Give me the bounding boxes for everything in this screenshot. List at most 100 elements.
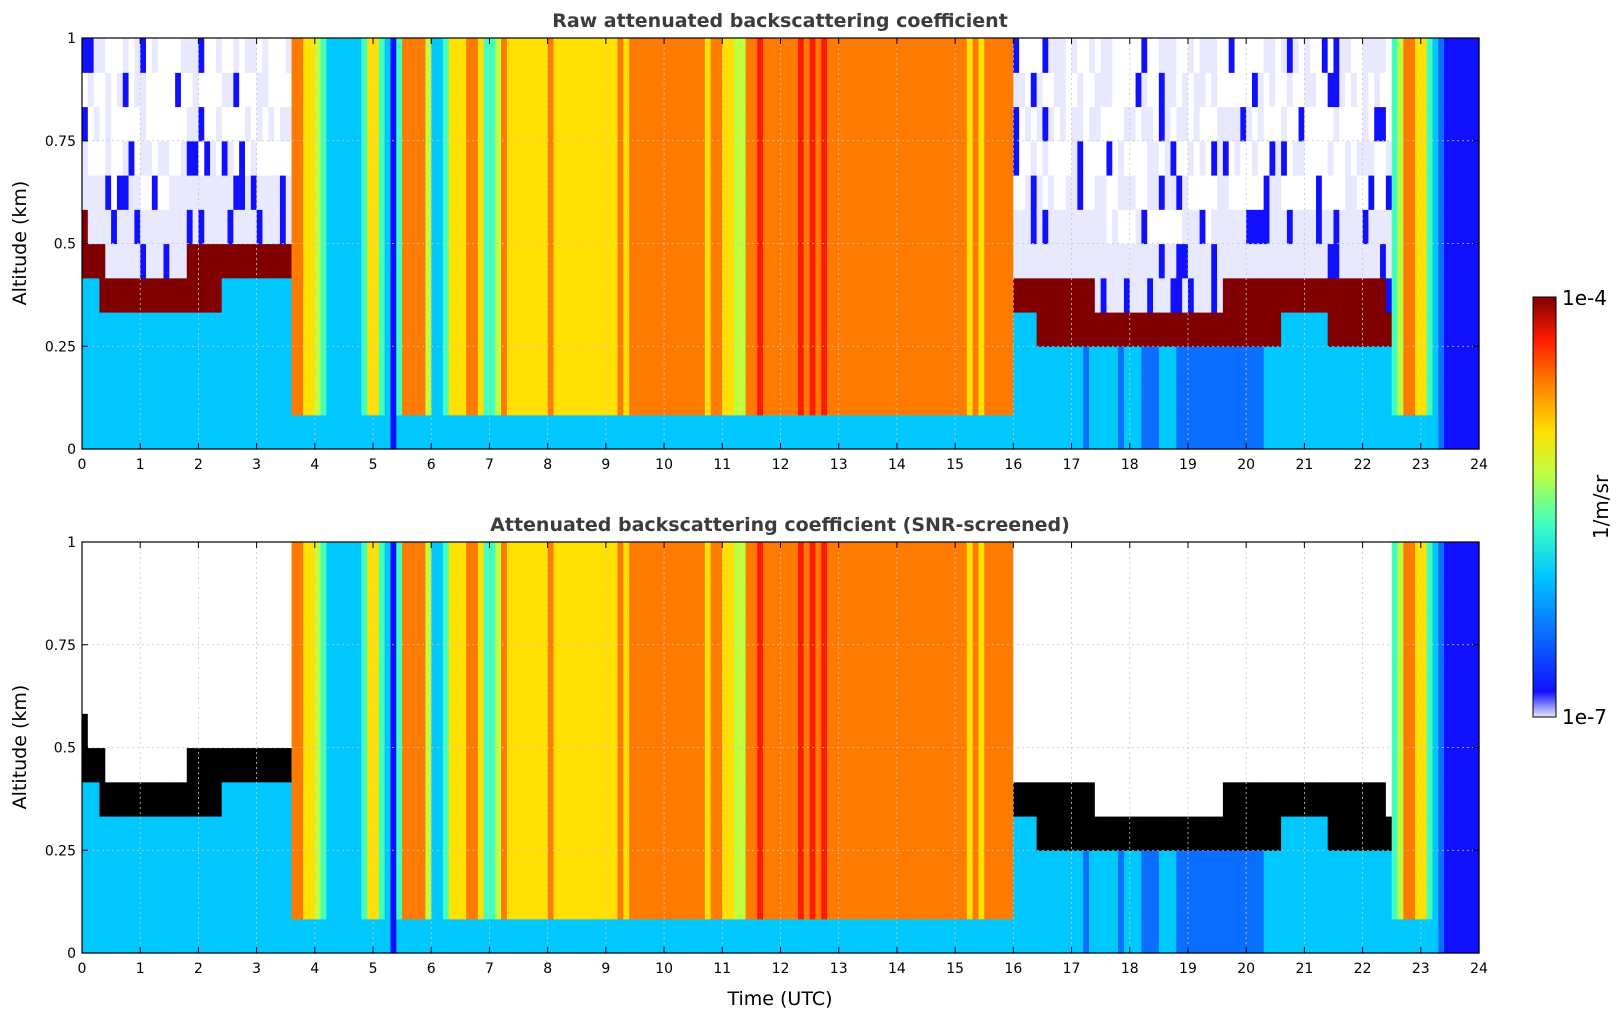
heatmap-cell — [1042, 312, 1049, 347]
heatmap-cell — [780, 38, 787, 73]
heatmap-cell — [1310, 312, 1317, 347]
heatmap-cell — [343, 106, 351, 142]
heatmap-cell — [664, 679, 671, 714]
heatmap-cell — [530, 610, 537, 646]
heatmap-cell — [303, 72, 310, 108]
heatmap-cell — [192, 38, 200, 73]
heatmap-cell — [116, 106, 124, 142]
heatmap-cell — [1269, 243, 1276, 279]
heatmap-cell — [274, 209, 281, 245]
heatmap-cell — [733, 312, 741, 347]
heatmap-cell — [1380, 209, 1387, 245]
heatmap-cell — [844, 380, 851, 416]
heatmap-cell — [1234, 209, 1241, 245]
heatmap-cell — [966, 38, 974, 73]
heatmap-cell — [1374, 38, 1381, 73]
heatmap-cell — [466, 209, 473, 245]
heatmap-cell — [489, 542, 496, 577]
heatmap-cell — [291, 380, 298, 416]
heatmap-cell — [559, 209, 566, 245]
heatmap-cell — [1420, 175, 1428, 210]
heatmap-cell — [693, 346, 700, 382]
heatmap-cell — [1013, 850, 1020, 886]
heatmap-cell — [524, 713, 531, 749]
heatmap-cell — [291, 175, 298, 210]
heatmap-cell — [652, 106, 659, 142]
heatmap-cell — [442, 312, 450, 347]
heatmap-cell — [1187, 380, 1195, 416]
heatmap-cell — [955, 277, 962, 313]
heatmap-cell — [442, 140, 450, 176]
heatmap-cell — [1205, 346, 1212, 382]
heatmap-cell — [466, 781, 473, 817]
heatmap-cell — [861, 542, 869, 577]
heatmap-cell — [611, 747, 619, 783]
heatmap-cell — [1385, 72, 1393, 108]
heatmap-cell — [122, 106, 130, 142]
heatmap-cell — [221, 380, 229, 416]
heatmap-cell — [413, 277, 421, 313]
heatmap-cell — [553, 850, 560, 886]
heatmap-cell — [1316, 243, 1323, 279]
heatmap-cell — [1158, 106, 1166, 142]
heatmap-cell — [1228, 140, 1236, 176]
heatmap-cell — [984, 781, 991, 817]
heatmap-cell — [338, 576, 345, 612]
heatmap-cell — [861, 38, 869, 73]
heatmap-cell — [274, 277, 281, 313]
heatmap-cell — [268, 781, 275, 817]
heatmap-cell — [617, 312, 624, 347]
heatmap-cell — [1257, 346, 1265, 382]
heatmap-cell — [285, 713, 293, 749]
heatmap-cell — [93, 140, 101, 176]
heatmap-cell — [215, 781, 223, 817]
heatmap-cell — [1065, 414, 1073, 450]
heatmap-cell — [867, 713, 875, 749]
heatmap-cell — [757, 816, 764, 851]
heatmap-cell — [180, 542, 188, 577]
heatmap-cell — [134, 72, 141, 108]
heatmap-cell — [495, 542, 502, 577]
heatmap-cell — [629, 346, 636, 382]
heatmap-cell — [757, 312, 764, 347]
x-tick-label: 14 — [888, 457, 906, 473]
heatmap-cell — [553, 106, 560, 142]
heatmap-cell — [565, 106, 572, 142]
heatmap-cell — [1007, 610, 1014, 646]
heatmap-cell — [279, 644, 287, 680]
heatmap-cell — [978, 713, 985, 749]
heatmap-cell — [623, 72, 630, 108]
heatmap-cell — [186, 38, 194, 73]
heatmap-cell — [687, 850, 694, 886]
heatmap-cell — [617, 175, 624, 210]
heatmap-cell — [1100, 209, 1108, 245]
heatmap-cell — [1286, 312, 1294, 347]
heatmap-cell — [547, 713, 555, 749]
heatmap-cell — [239, 816, 246, 851]
heatmap-cell — [763, 713, 770, 749]
heatmap-cell — [1240, 72, 1247, 108]
heatmap-cell — [570, 679, 578, 714]
heatmap-cell — [1345, 72, 1352, 108]
heatmap-cell — [512, 106, 520, 142]
heatmap-cell — [274, 918, 281, 954]
heatmap-cell — [489, 380, 496, 416]
heatmap-cell — [1100, 38, 1108, 73]
heatmap-cell — [122, 175, 130, 210]
heatmap-cell — [827, 72, 834, 108]
heatmap-cell — [1222, 209, 1230, 245]
heatmap-cell — [1397, 72, 1404, 108]
heatmap-cell — [640, 106, 648, 142]
heatmap-cell — [669, 781, 677, 817]
heatmap-cell — [687, 713, 694, 749]
heatmap-cell — [483, 679, 491, 714]
heatmap-cell — [349, 346, 357, 382]
heatmap-cell — [1013, 175, 1020, 210]
heatmap-cell — [378, 72, 386, 108]
heatmap-cell — [588, 679, 595, 714]
heatmap-cell — [425, 312, 432, 347]
heatmap-cell — [221, 816, 229, 851]
heatmap-cell — [530, 38, 537, 73]
heatmap-cell — [1368, 72, 1375, 108]
heatmap-cell — [547, 610, 555, 646]
